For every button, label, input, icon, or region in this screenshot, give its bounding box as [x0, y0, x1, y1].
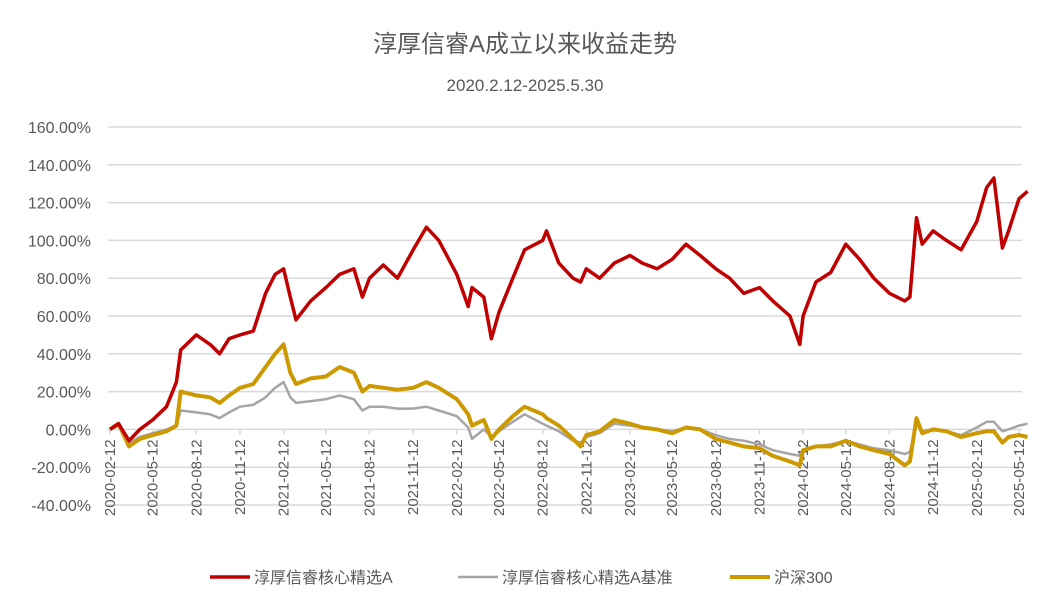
y-tick-label: 160.00% — [28, 120, 91, 137]
y-axis: 160.00% 140.00% 120.00% 100.00% 80.00% 60.00%… — [28, 120, 91, 515]
y-tick-label: -20.00% — [31, 460, 91, 477]
x-tick-label: 2022-05-12 — [491, 439, 508, 516]
x-tick-label: 2021-11-12 — [405, 439, 422, 515]
y-tick-label: 120.00% — [28, 196, 91, 213]
y-tick-label: 20.00% — [37, 385, 91, 402]
x-tick-label: 2023-05-12 — [664, 439, 681, 516]
chart-subtitle: 2020.2.12-2025.5.30 — [447, 76, 604, 95]
chart-title: 淳厚信睿A成立以来收益走势 — [373, 31, 677, 58]
x-tick-label: 2023-02-12 — [622, 439, 639, 516]
series-lines — [108, 176, 1029, 468]
series-line-2 — [108, 342, 1028, 468]
series-line-1 — [109, 380, 1028, 458]
x-tick-label: 2020-02-12 — [102, 439, 119, 516]
y-tick-label: -40.00% — [31, 498, 91, 515]
x-tick-label: 2024-11-12 — [925, 439, 942, 515]
legend-label: 淳厚信睿核心精选A基准 — [502, 569, 673, 587]
x-tick-label: 2022-08-12 — [535, 439, 552, 516]
x-tick-label: 2021-08-12 — [362, 439, 379, 516]
y-tick-label: 40.00% — [37, 347, 91, 364]
y-tick-label: 60.00% — [37, 309, 91, 326]
x-tick-label: 2023-11-12 — [751, 439, 768, 515]
x-tick-label: 2023-08-12 — [708, 439, 725, 516]
x-tick-label: 2022-11-12 — [578, 439, 595, 515]
x-tick-label: 2022-02-12 — [449, 439, 466, 516]
x-tick-label: 2020-11-12 — [232, 439, 249, 515]
x-tick-label: 2021-05-12 — [318, 439, 335, 516]
y-tick-label: 0.00% — [46, 422, 91, 439]
x-tick-label: 2025-02-12 — [969, 439, 986, 516]
y-tick-label: 100.00% — [28, 233, 91, 250]
legend-label: 淳厚信睿核心精选A — [254, 569, 393, 587]
series-line-0 — [109, 176, 1029, 443]
x-axis: 2020-02-12 2020-05-12 2020-08-12 2020-11-12… — [102, 429, 1028, 516]
legend: 淳厚信睿核心精选A 淳厚信睿核心精选A基准 沪深300 — [210, 569, 833, 587]
x-tick-label: 2024-05-12 — [838, 439, 855, 516]
x-tick-label: 2020-08-12 — [188, 439, 205, 516]
legend-label: 沪深300 — [774, 569, 833, 587]
y-tick-label: 140.00% — [28, 158, 91, 175]
x-tick-label: 2020-05-12 — [145, 439, 162, 516]
x-tick-label: 2021-02-12 — [276, 439, 293, 516]
x-tick-label: 2025-05-12 — [1011, 439, 1028, 516]
y-tick-label: 80.00% — [37, 271, 91, 288]
